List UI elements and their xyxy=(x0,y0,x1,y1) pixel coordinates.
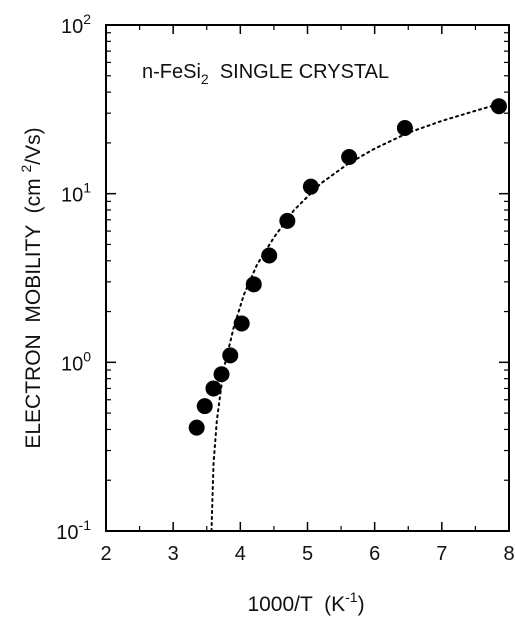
data-point xyxy=(196,398,213,415)
x-tick-label: 7 xyxy=(436,543,447,565)
y-axis-label-main: ELECTRON MOBILITY (cm xyxy=(22,172,45,448)
fit-curve-series xyxy=(210,103,500,532)
data-point xyxy=(261,247,278,264)
x-axis-label-sup: -1 xyxy=(345,589,358,605)
x-tick-label: 2 xyxy=(100,543,111,565)
data-point xyxy=(222,347,239,364)
y-tick-label: 10-1 xyxy=(56,517,91,544)
data-point xyxy=(341,148,358,165)
y-tick-label: 100 xyxy=(61,348,91,375)
x-tick-label: 5 xyxy=(302,543,313,565)
y-axis-ticks xyxy=(106,24,509,532)
data-point xyxy=(188,419,205,436)
data-point xyxy=(279,212,296,229)
annotation-prefix: n-FeSi xyxy=(142,61,201,83)
data-point xyxy=(213,366,230,383)
x-axis-tick-labels: 2 3 4 5 6 7 8 xyxy=(100,543,514,565)
y-axis-tick-labels: 10-1 100 101 102 xyxy=(56,11,91,544)
data-point xyxy=(396,120,413,137)
plot-frame xyxy=(105,24,510,532)
y-tick-label: 102 xyxy=(61,11,91,38)
y-axis-label-sup: 2 xyxy=(18,164,34,172)
data-point xyxy=(233,315,250,332)
x-axis-label: 1000/T (K-1) xyxy=(247,589,364,616)
y-axis-label-end: /Vs) xyxy=(22,127,45,164)
data-point xyxy=(205,380,222,397)
x-tick-label: 6 xyxy=(369,543,380,565)
chart-annotation: n-FeSi2 SINGLE CRYSTAL xyxy=(142,61,389,87)
data-point xyxy=(245,276,262,293)
x-axis-label-main: 1000/T (K xyxy=(247,593,345,616)
x-axis-ticks xyxy=(105,25,510,531)
x-tick-label: 8 xyxy=(503,543,514,565)
data-points-series xyxy=(188,98,507,436)
data-point xyxy=(302,178,319,195)
x-tick-label: 3 xyxy=(168,543,179,565)
annotation-subscript: 2 xyxy=(201,71,209,87)
fit-curve xyxy=(210,103,500,532)
x-axis-label-end: ) xyxy=(358,593,365,616)
data-point xyxy=(490,98,507,115)
y-tick-label: 101 xyxy=(61,180,91,207)
y-axis-label: ELECTRON MOBILITY (cm 2/Vs) xyxy=(18,127,45,448)
x-tick-label: 4 xyxy=(235,543,246,565)
annotation-suffix: SINGLE CRYSTAL xyxy=(209,61,389,83)
